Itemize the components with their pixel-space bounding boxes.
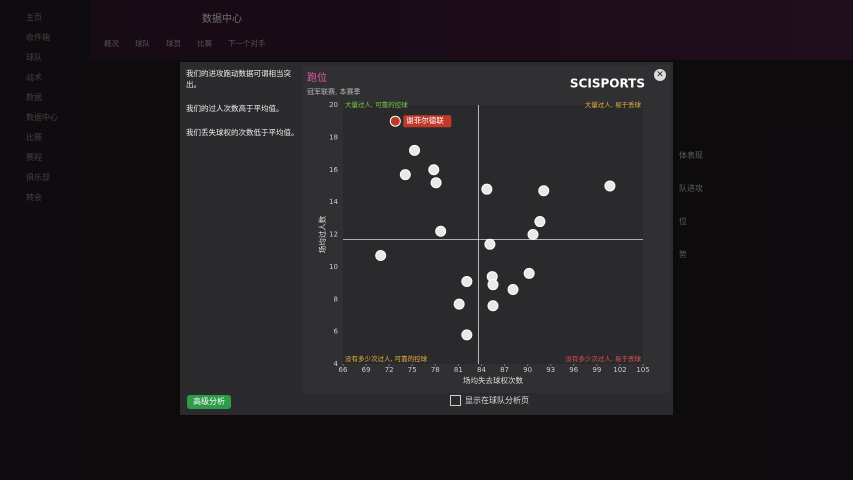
- y-tick-label: 8: [334, 295, 338, 303]
- sidebar-item: 赛程: [26, 153, 42, 162]
- quadrant-label: 没有多少次过人, 可靠的控球: [345, 354, 428, 363]
- sidebar-item: 收件箱: [26, 33, 50, 42]
- team-badge: [389, 115, 401, 127]
- x-tick-label: 84: [477, 366, 486, 374]
- y-tick-label: 4: [334, 360, 339, 368]
- x-tick-label: 87: [500, 366, 509, 374]
- right-panel: 体表现 队进攻位势: [673, 60, 853, 360]
- panel-item: 队进攻: [679, 184, 703, 193]
- x-tick-label: 105: [636, 366, 649, 374]
- sidebar-item: 球队: [26, 53, 42, 62]
- x-tick-label: 99: [592, 366, 601, 374]
- sidebar-item: 转会: [26, 193, 42, 202]
- highlight-label-bg: [403, 115, 452, 128]
- team-badge: [428, 164, 440, 176]
- x-tick-label: 75: [408, 366, 417, 374]
- team-badge: [538, 185, 550, 197]
- team-badge: [409, 144, 421, 156]
- y-tick-label: 14: [329, 198, 338, 206]
- chart-subtitle: 冠军联赛, 本赛季: [307, 87, 360, 96]
- close-button[interactable]: ✕: [654, 69, 666, 81]
- x-tick-label: 96: [569, 366, 578, 374]
- team-badge: [430, 177, 442, 189]
- sidebar-item: 战术: [26, 73, 42, 82]
- y-tick-label: 18: [329, 133, 338, 141]
- tab: 下一个对手: [228, 39, 266, 48]
- sidebar: 主页收件箱球队战术数据数据中心比赛赛程俱乐部转会: [0, 0, 90, 480]
- sidebar-item: 数据中心: [26, 113, 58, 122]
- panel-item: 体表现: [679, 151, 703, 160]
- team-badge: [534, 216, 546, 228]
- x-tick-label: 78: [431, 366, 440, 374]
- team-badge: [523, 267, 535, 279]
- sidebar-item: 数据: [26, 93, 42, 102]
- sidebar-item: 比赛: [26, 133, 42, 142]
- quadrant-label: 没有多少次过人, 易于丢球: [565, 354, 641, 363]
- y-tick-label: 20: [329, 101, 338, 109]
- team-badge: [461, 329, 473, 341]
- x-tick-label: 90: [523, 366, 532, 374]
- insight: 我们的过人次数高于平均值。: [186, 104, 284, 113]
- y-axis-label: 场均过人数: [317, 215, 327, 253]
- team-badge: [461, 275, 473, 287]
- team-badge: [484, 238, 496, 250]
- top-bar: 数据中心 概况 球队 球员 比赛 下一个对手: [90, 0, 853, 60]
- page-title: 数据中心: [202, 14, 242, 25]
- team-badge: [399, 169, 411, 181]
- quadrant-label: 大量过人, 易于丢球: [585, 100, 642, 109]
- x-tick-label: 66: [339, 366, 348, 374]
- panel-item: 势: [679, 250, 687, 259]
- advanced-analysis-button[interactable]: 高级分析: [187, 395, 231, 409]
- team-badge: [375, 250, 387, 262]
- chart-title: 跑位: [307, 71, 327, 84]
- x-tick-label: 102: [613, 366, 626, 374]
- tab: 球队: [135, 39, 150, 48]
- team-badge: [481, 183, 493, 195]
- team-badge: [453, 298, 465, 310]
- tabs: 概况 球队 球员 比赛 下一个对手: [104, 38, 266, 49]
- checkbox[interactable]: 显示在球队分析页: [450, 395, 529, 407]
- sidebar-item: 主页: [26, 13, 42, 22]
- modal: 我们的进攻跑动数据可谓相当突出。我们的过人次数高于平均值。我们丢失球权的次数低于…: [180, 62, 673, 415]
- highlight-label: 谢菲尔德联: [406, 115, 444, 125]
- insight: 我们的进攻跑动数据可谓相当突出。: [186, 69, 291, 89]
- y-tick-label: 10: [329, 263, 338, 271]
- team-badge: [487, 300, 499, 312]
- y-tick-label: 12: [329, 231, 338, 239]
- tab: 比赛: [197, 39, 212, 48]
- sidebar-item: 俱乐部: [26, 173, 50, 182]
- insights: 我们的进攻跑动数据可谓相当突出。我们的过人次数高于平均值。我们丢失球权的次数低于…: [186, 68, 304, 151]
- x-tick-label: 93: [546, 366, 555, 374]
- team-badge: [527, 229, 539, 240]
- logo: SCISPORTS: [570, 77, 645, 91]
- x-tick-label: 72: [385, 366, 394, 374]
- team-badge: [507, 284, 519, 296]
- team-badge: [435, 225, 447, 237]
- team-badge: [487, 279, 499, 291]
- insight: 我们丢失球权的次数低于平均值。: [186, 128, 299, 137]
- team-badge: [604, 180, 616, 192]
- y-tick-label: 6: [334, 328, 339, 336]
- panel-item: 位: [679, 217, 687, 226]
- plot-area: [343, 105, 643, 364]
- y-tick-label: 16: [329, 166, 338, 174]
- quadrant-label: 大量过人, 可靠的控球: [345, 100, 408, 109]
- checkbox-label: 显示在球队分析页: [465, 396, 529, 405]
- tab: 球员: [166, 39, 181, 48]
- x-axis-label: 场均失去球权次数: [463, 375, 523, 385]
- x-tick-label: 69: [362, 366, 371, 374]
- x-tick-label: 81: [454, 366, 463, 374]
- tab: 概况: [104, 39, 119, 48]
- checkbox-box[interactable]: [450, 395, 461, 406]
